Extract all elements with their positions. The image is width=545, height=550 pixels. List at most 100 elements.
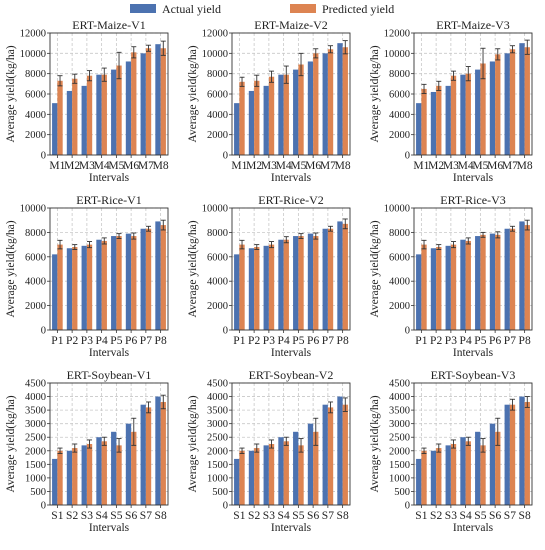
x-tick-label: P8 xyxy=(155,335,167,347)
bar xyxy=(509,228,516,330)
x-tick-label: M4 xyxy=(94,160,110,172)
x-axis-label: Intervals xyxy=(453,172,494,184)
bar xyxy=(140,53,146,156)
bar xyxy=(293,69,299,155)
bar xyxy=(86,75,93,155)
legend-swatch-actual xyxy=(130,4,156,13)
x-tick-label: M8 xyxy=(153,160,169,172)
chart-panel: 020004000600080001000012000M1M2M3M4M5M6M… xyxy=(5,18,169,184)
bar xyxy=(322,53,328,156)
x-tick-label: S2 xyxy=(430,510,442,522)
chart-panel: 0 500 1000 1500 2000 2500 3000 3500 4000 4500 S1 S2… xyxy=(369,368,533,534)
y-tick-label: 0 xyxy=(223,501,228,512)
bar xyxy=(268,244,275,330)
x-tick-label: S5 xyxy=(110,510,122,522)
y-axis-label: Average yield(kg/ha) xyxy=(187,45,199,142)
bar xyxy=(307,233,314,330)
bar xyxy=(475,236,481,330)
bar xyxy=(313,236,319,330)
x-tick-label: S3 xyxy=(81,510,93,522)
x-tick-label: P2 xyxy=(430,335,442,347)
x-tick-label: P7 xyxy=(322,335,334,347)
y-tick-label: 10000 xyxy=(384,49,410,60)
chart-title: ERT-Maize-V3 xyxy=(436,18,509,32)
plot-frame xyxy=(231,32,351,156)
bar xyxy=(307,423,314,505)
x-tick-label: M2 xyxy=(64,160,80,172)
x-tick-label: S7 xyxy=(322,510,334,522)
x-tick-label: S2 xyxy=(66,510,78,522)
y-tick-label: 1500 xyxy=(207,460,228,471)
chart-title: ERT-Soybean-V1 xyxy=(67,368,152,382)
chart-panel: 0 2000 4000 6000 8000 10000 P1 P2 P3 P4 P5 P6 P7 P8 ER… xyxy=(187,193,351,359)
bar xyxy=(248,248,255,330)
bar xyxy=(495,234,501,330)
y-tick-label: 4000 xyxy=(25,277,46,288)
bar xyxy=(254,448,260,505)
bar xyxy=(460,437,466,505)
bar xyxy=(416,458,422,505)
y-tick-label: 0 xyxy=(223,151,228,162)
bar xyxy=(327,407,334,505)
bar xyxy=(239,81,245,155)
y-tick-label: 2000 xyxy=(207,130,228,141)
bar xyxy=(480,63,486,155)
bar xyxy=(465,240,471,330)
legend-label-actual: Actual yield xyxy=(162,2,221,16)
y-tick-label: 3500 xyxy=(25,406,46,417)
x-tick-label: M7 xyxy=(502,160,518,172)
bar xyxy=(322,404,328,505)
x-tick-label: M3 xyxy=(79,160,95,172)
x-tick-label: P6 xyxy=(125,335,137,347)
x-tick-label: P6 xyxy=(489,335,501,347)
bar xyxy=(278,74,284,155)
x-tick-label: M5 xyxy=(290,160,306,172)
y-tick-label: 4000 xyxy=(389,110,410,121)
bar xyxy=(313,53,319,156)
chart-panel: 0 500 1000 1500 2000 2500 3000 3500 4000 4500 S1 S2… xyxy=(187,368,351,534)
bar xyxy=(72,448,78,505)
bar xyxy=(81,85,87,155)
y-tick-label: 2000 xyxy=(207,301,228,312)
y-tick-label: 10000 xyxy=(384,204,410,215)
bar xyxy=(116,65,122,155)
bar xyxy=(57,450,63,505)
bar xyxy=(313,431,319,505)
x-tick-label: P5 xyxy=(474,335,486,347)
y-tick-label: 6000 xyxy=(25,252,46,263)
y-tick-label: 0 xyxy=(41,326,46,337)
bar xyxy=(96,74,102,155)
bar xyxy=(263,445,269,505)
bar xyxy=(445,245,451,330)
x-tick-label: P7 xyxy=(140,335,152,347)
bar xyxy=(504,404,510,505)
y-tick-label: 8000 xyxy=(389,228,410,239)
y-tick-label: 4000 xyxy=(25,392,46,403)
y-tick-label: 1500 xyxy=(25,460,46,471)
x-tick-label: S4 xyxy=(96,510,108,522)
bar xyxy=(337,221,343,330)
bar xyxy=(116,445,122,505)
x-axis-label: Intervals xyxy=(271,172,312,184)
y-tick-label: 2500 xyxy=(207,433,228,444)
bar xyxy=(430,248,437,330)
bar xyxy=(111,431,117,505)
chart-title: ERT-Rice-V3 xyxy=(440,193,506,207)
x-axis-label: Intervals xyxy=(89,522,130,534)
bar xyxy=(445,85,451,155)
y-tick-label: 2500 xyxy=(389,433,410,444)
bar xyxy=(66,248,73,330)
y-tick-label: 500 xyxy=(394,487,410,498)
y-tick-label: 1000 xyxy=(25,473,46,484)
bar xyxy=(248,450,255,505)
bar xyxy=(234,254,240,330)
y-axis-label: Average yield(kg/ha) xyxy=(369,395,381,492)
bar xyxy=(421,88,427,155)
bar xyxy=(155,396,161,505)
bar xyxy=(96,437,102,505)
x-tick-label: M3 xyxy=(443,160,459,172)
x-axis-label: Intervals xyxy=(271,522,312,534)
y-tick-label: 10000 xyxy=(20,204,46,215)
bar xyxy=(145,228,152,330)
bar xyxy=(293,431,299,505)
